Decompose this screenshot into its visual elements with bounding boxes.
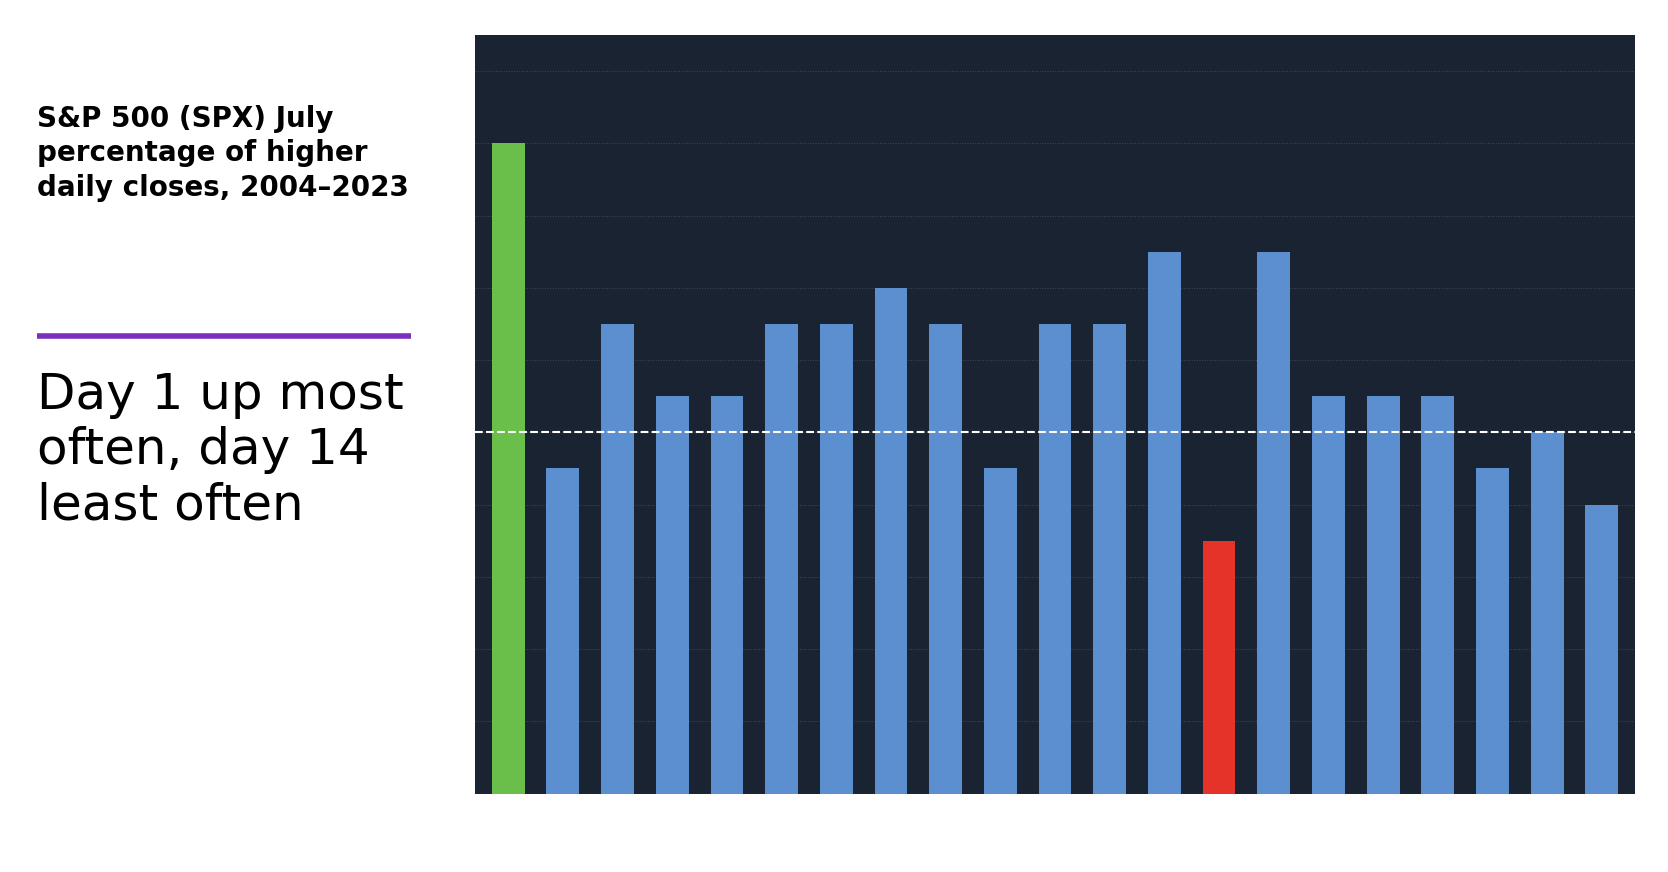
Bar xyxy=(1421,396,1454,794)
Bar xyxy=(821,324,852,794)
Bar xyxy=(1203,541,1236,794)
Bar xyxy=(1585,505,1618,794)
Bar xyxy=(1148,252,1181,794)
Bar xyxy=(1093,324,1126,794)
Bar xyxy=(492,143,525,794)
Bar xyxy=(711,396,744,794)
Bar xyxy=(1313,396,1344,794)
Bar xyxy=(766,324,797,794)
Bar xyxy=(547,468,579,794)
Bar xyxy=(1531,433,1563,794)
Bar xyxy=(1039,324,1071,794)
X-axis label: Trading day of July: Trading day of July xyxy=(961,825,1149,842)
Bar xyxy=(984,468,1017,794)
Bar xyxy=(1366,396,1399,794)
Bar xyxy=(874,288,907,794)
Bar xyxy=(1258,252,1289,794)
Bar xyxy=(1476,468,1510,794)
Text: Day 1 up most
often, day 14
least often: Day 1 up most often, day 14 least often xyxy=(37,371,404,530)
Bar xyxy=(656,396,689,794)
Text: S&P 500 (SPX) July
percentage of higher
daily closes, 2004–2023: S&P 500 (SPX) July percentage of higher … xyxy=(37,105,409,201)
Bar xyxy=(600,324,634,794)
Bar xyxy=(929,324,962,794)
